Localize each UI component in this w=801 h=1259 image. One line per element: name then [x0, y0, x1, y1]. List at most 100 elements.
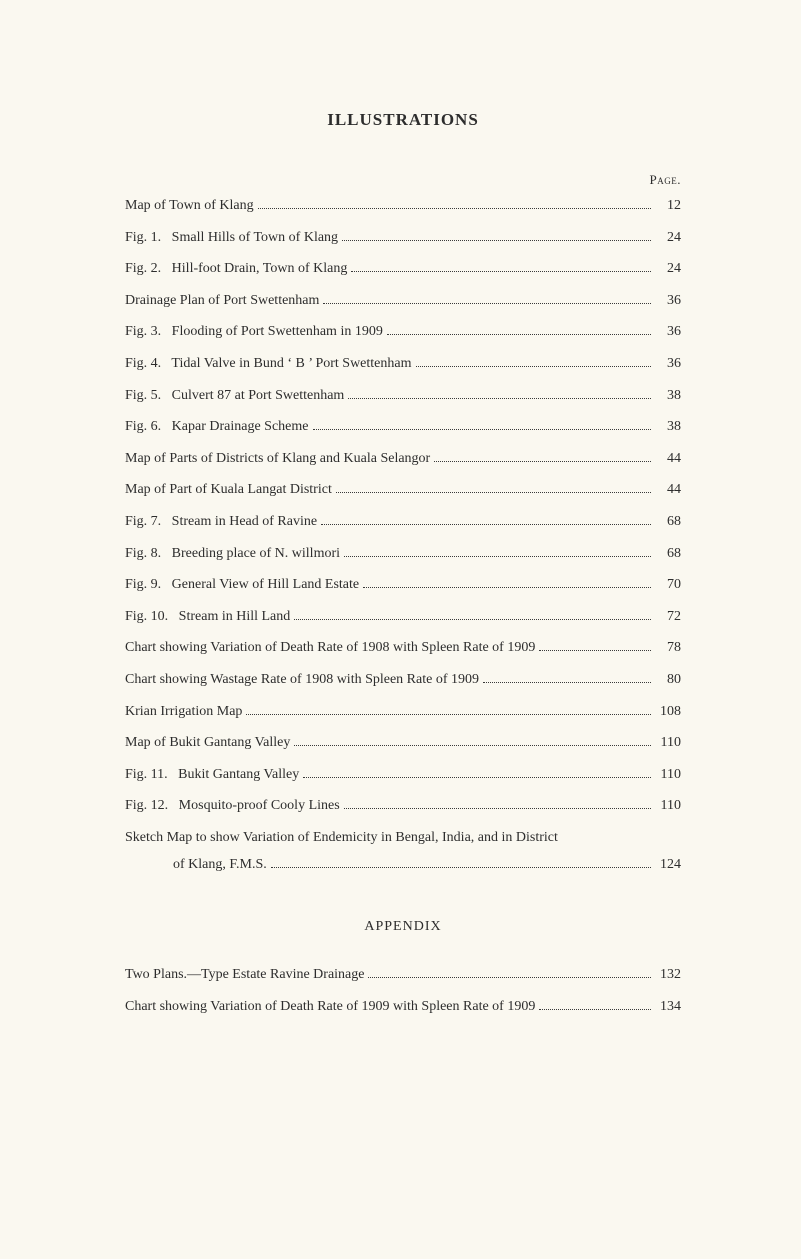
leader-dots [271, 858, 651, 869]
leader-dots [368, 967, 651, 978]
toc-entry: Fig. 5. Culvert 87 at Port Swettenham 38 [125, 386, 681, 406]
toc-entry-page: 134 [655, 997, 681, 1017]
leader-dots [294, 735, 651, 746]
leader-dots [303, 767, 651, 778]
leader-dots [539, 641, 651, 652]
toc-entry: Map of Part of Kuala Langat District 44 [125, 480, 681, 500]
toc-entry-page: 78 [655, 638, 681, 658]
toc-entry-page: 110 [655, 796, 681, 816]
toc-entry: Fig. 11. Bukit Gantang Valley 110 [125, 765, 681, 785]
toc-entry: Fig. 2. Hill-foot Drain, Town of Klang 24 [125, 259, 681, 279]
page-column-label: Page. [125, 172, 681, 188]
toc-entry: Fig. 1. Small Hills of Town of Klang 24 [125, 228, 681, 248]
toc-entry-page: 108 [655, 702, 681, 722]
leader-dots [294, 609, 651, 620]
leader-dots [342, 230, 651, 241]
toc-entry-text: Krian Irrigation Map [125, 702, 242, 722]
toc-entry-text: Fig. 3. Flooding of Port Swettenham in 1… [125, 322, 383, 342]
leader-dots [313, 419, 652, 430]
leader-dots [336, 483, 651, 494]
toc-entry-text: Fig. 11. Bukit Gantang Valley [125, 765, 299, 785]
toc-entry-page: 70 [655, 575, 681, 595]
toc-entry-text: Fig. 6. Kapar Drainage Scheme [125, 417, 309, 437]
illustrations-list: Map of Town of Klang 12 Fig. 1. Small Hill… [125, 196, 681, 816]
toc-entry-text: Two Plans.—Type Estate Ravine Drainage [125, 965, 364, 985]
toc-entry-text: Chart showing Wastage Rate of 1908 with … [125, 670, 479, 690]
toc-entry-page: 110 [655, 733, 681, 753]
sketch-map-line1: Sketch Map to show Variation of Endemici… [125, 828, 681, 848]
toc-entry-page: 110 [655, 765, 681, 785]
toc-entry: Fig. 3. Flooding of Port Swettenham in 1… [125, 322, 681, 342]
leader-dots [363, 577, 651, 588]
toc-entry-page: 36 [655, 354, 681, 374]
toc-entry: Map of Town of Klang 12 [125, 196, 681, 216]
toc-entry: Drainage Plan of Port Swettenham 36 [125, 291, 681, 311]
leader-dots [246, 704, 651, 715]
leader-dots [387, 325, 651, 336]
toc-entry: Fig. 12. Mosquito-proof Cooly Lines 110 [125, 796, 681, 816]
toc-entry-page: 44 [655, 449, 681, 469]
toc-entry: Chart showing Variation of Death Rate of… [125, 997, 681, 1017]
toc-entry-page: 12 [655, 196, 681, 216]
illustrations-title: ILLUSTRATIONS [125, 110, 681, 130]
leader-dots [483, 672, 651, 683]
leader-dots [323, 293, 651, 304]
toc-entry-page: 36 [655, 322, 681, 342]
leader-dots [344, 546, 651, 557]
toc-entry-page: 24 [655, 259, 681, 279]
appendix-list: Two Plans.—Type Estate Ravine Drainage 13… [125, 965, 681, 1016]
toc-entry-page: 38 [655, 386, 681, 406]
sketch-map-line2-text: of Klang, F.M.S. [173, 855, 267, 875]
toc-entry-page: 38 [655, 417, 681, 437]
toc-entry-text: Fig. 10. Stream in Hill Land [125, 607, 290, 627]
toc-entry-text: Fig. 4. Tidal Valve in Bund ‘ B ’ Port S… [125, 354, 412, 374]
toc-entry-text: Map of Part of Kuala Langat District [125, 480, 332, 500]
sketch-map-page: 124 [655, 855, 681, 875]
toc-entry-text: Fig. 12. Mosquito-proof Cooly Lines [125, 796, 340, 816]
toc-entry-text: Map of Bukit Gantang Valley [125, 733, 290, 753]
toc-entry-page: 44 [655, 480, 681, 500]
toc-entry-text: Map of Town of Klang [125, 196, 254, 216]
page: ILLUSTRATIONS Page. Map of Town of Klang… [0, 0, 801, 1259]
appendix-heading: APPENDIX [125, 919, 681, 935]
toc-entry-page: 80 [655, 670, 681, 690]
leader-dots [344, 798, 651, 809]
leader-dots [348, 388, 651, 399]
leader-dots [434, 451, 651, 462]
sketch-map-line2: of Klang, F.M.S. 124 [125, 855, 681, 875]
toc-entry-text: Drainage Plan of Port Swettenham [125, 291, 319, 311]
toc-entry: Fig. 8. Breeding place of N. willmori 68 [125, 544, 681, 564]
sketch-map-entry: Sketch Map to show Variation of Endemici… [125, 828, 681, 875]
toc-entry-text: Fig. 9. General View of Hill Land Estate [125, 575, 359, 595]
toc-entry-text: Fig. 5. Culvert 87 at Port Swettenham [125, 386, 344, 406]
toc-entry-text: Fig. 8. Breeding place of N. willmori [125, 544, 340, 564]
leader-dots [321, 514, 651, 525]
toc-entry-page: 24 [655, 228, 681, 248]
toc-entry-page: 72 [655, 607, 681, 627]
toc-entry: Fig. 7. Stream in Head of Ravine 68 [125, 512, 681, 532]
toc-entry: Fig. 6. Kapar Drainage Scheme 38 [125, 417, 681, 437]
toc-entry-text: Map of Parts of Districts of Klang and K… [125, 449, 430, 469]
leader-dots [258, 198, 651, 209]
leader-dots [416, 356, 652, 367]
leader-dots [539, 999, 651, 1010]
toc-entry: Chart showing Wastage Rate of 1908 with … [125, 670, 681, 690]
toc-entry: Fig. 9. General View of Hill Land Estate… [125, 575, 681, 595]
toc-entry-text: Chart showing Variation of Death Rate of… [125, 997, 535, 1017]
leader-dots [351, 261, 651, 272]
toc-entry-page: 68 [655, 512, 681, 532]
toc-entry: Map of Parts of Districts of Klang and K… [125, 449, 681, 469]
toc-entry-text: Fig. 7. Stream in Head of Ravine [125, 512, 317, 532]
toc-entry-page: 68 [655, 544, 681, 564]
toc-entry-text: Fig. 1. Small Hills of Town of Klang [125, 228, 338, 248]
toc-entry: Fig. 10. Stream in Hill Land 72 [125, 607, 681, 627]
toc-entry-text: Fig. 2. Hill-foot Drain, Town of Klang [125, 259, 347, 279]
toc-entry-page: 36 [655, 291, 681, 311]
toc-entry: Map of Bukit Gantang Valley 110 [125, 733, 681, 753]
toc-entry: Krian Irrigation Map 108 [125, 702, 681, 722]
toc-entry: Fig. 4. Tidal Valve in Bund ‘ B ’ Port S… [125, 354, 681, 374]
toc-entry-text: Chart showing Variation of Death Rate of… [125, 638, 535, 658]
toc-entry: Two Plans.—Type Estate Ravine Drainage 13… [125, 965, 681, 985]
toc-entry-page: 132 [655, 965, 681, 985]
toc-entry: Chart showing Variation of Death Rate of… [125, 638, 681, 658]
